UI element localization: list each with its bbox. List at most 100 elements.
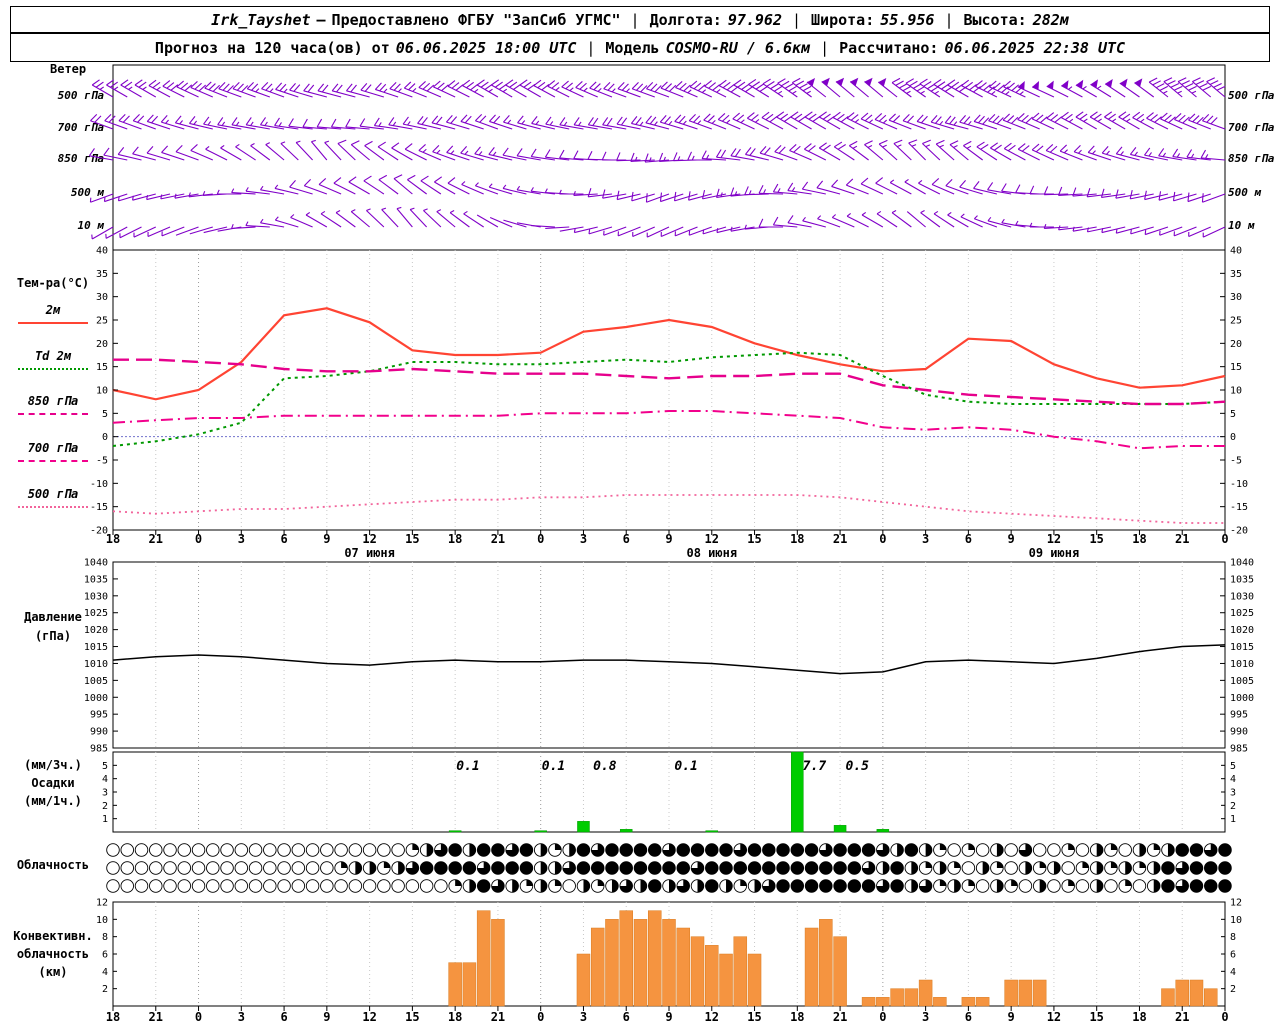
svg-text:6: 6 bbox=[280, 532, 287, 546]
longitude-value: 97.962 bbox=[727, 10, 782, 29]
cloud-cover-symbol bbox=[1075, 843, 1090, 857]
svg-text:6: 6 bbox=[965, 532, 972, 546]
cloud-cover-symbol bbox=[975, 879, 990, 893]
precip-value-label: 0.1 bbox=[542, 759, 565, 774]
svg-text:995: 995 bbox=[90, 710, 108, 721]
svg-text:0: 0 bbox=[537, 1010, 544, 1024]
svg-text:25: 25 bbox=[96, 316, 108, 327]
cloud-cover-symbol bbox=[191, 861, 206, 875]
svg-text:4: 4 bbox=[102, 967, 108, 978]
precip-bar bbox=[833, 825, 847, 833]
precip-units-3h: (мм/3ч.) bbox=[24, 758, 82, 772]
svg-text:5: 5 bbox=[102, 761, 108, 772]
svg-text:4: 4 bbox=[1230, 967, 1236, 978]
cloud-cover-symbol bbox=[163, 879, 177, 893]
svg-text:985: 985 bbox=[90, 744, 108, 755]
cloud-cover-symbol bbox=[163, 861, 177, 875]
cloud-cover-symbol bbox=[291, 879, 306, 893]
cloud-cover-symbol bbox=[419, 879, 434, 893]
svg-text:1020: 1020 bbox=[1230, 625, 1254, 636]
cloud-cover-symbol bbox=[134, 861, 149, 875]
convective-bar bbox=[733, 936, 748, 1007]
cloud-cover-symbol bbox=[263, 843, 277, 857]
svg-text:6: 6 bbox=[1230, 950, 1236, 961]
svg-text:1035: 1035 bbox=[84, 574, 108, 585]
convective-bar bbox=[1018, 979, 1033, 1007]
svg-text:1005: 1005 bbox=[84, 676, 108, 687]
svg-text:18: 18 bbox=[790, 532, 804, 546]
cloud-cover-symbol bbox=[177, 861, 192, 875]
convective-bar bbox=[833, 936, 847, 1007]
cloud-cover-symbol bbox=[177, 843, 192, 857]
wind-level-500hpa-right: 500 гПа bbox=[1228, 89, 1275, 102]
cloud-cover-symbol bbox=[1004, 861, 1018, 875]
svg-text:-10: -10 bbox=[1230, 479, 1248, 490]
svg-text:5: 5 bbox=[1230, 409, 1236, 420]
svg-text:995: 995 bbox=[1230, 710, 1248, 721]
svg-text:12: 12 bbox=[96, 898, 108, 909]
svg-text:0: 0 bbox=[879, 1010, 886, 1024]
convective-bar bbox=[619, 910, 633, 1007]
svg-text:30: 30 bbox=[1230, 292, 1242, 303]
date-label: 09 июня bbox=[1029, 546, 1080, 560]
convective-bar bbox=[633, 919, 648, 1007]
cloud-cover-symbol bbox=[291, 861, 306, 875]
legend-label-t500: 500 гПа bbox=[27, 487, 79, 501]
svg-text:20: 20 bbox=[96, 339, 108, 350]
svg-text:21: 21 bbox=[149, 532, 163, 546]
temp-series-700 гПа bbox=[112, 410, 1225, 450]
cloud-panel-title: Облачность bbox=[16, 858, 90, 872]
svg-text:4: 4 bbox=[1230, 774, 1236, 785]
convective-bar bbox=[491, 919, 505, 1007]
convective-bar bbox=[662, 919, 676, 1007]
cloud-cover-symbol bbox=[961, 861, 976, 875]
svg-text:35: 35 bbox=[1230, 269, 1242, 280]
convective-bar bbox=[448, 962, 462, 1007]
cloud-cover-symbol bbox=[1104, 879, 1118, 893]
cloud-cover-symbol bbox=[149, 843, 163, 857]
svg-text:18: 18 bbox=[790, 1010, 804, 1024]
forecast-label: Прогноз на 120 часа(ов) от bbox=[154, 38, 390, 57]
cloud-cover-symbol bbox=[234, 879, 249, 893]
svg-text:1015: 1015 bbox=[1230, 642, 1254, 653]
cloud-cover-symbol bbox=[1032, 843, 1047, 857]
cloud-cover-symbol bbox=[434, 879, 448, 893]
precip-bar bbox=[876, 829, 890, 833]
convective-bar bbox=[918, 979, 933, 1007]
svg-text:1010: 1010 bbox=[1230, 659, 1254, 670]
svg-text:3: 3 bbox=[238, 532, 245, 546]
svg-text:15: 15 bbox=[405, 532, 419, 546]
cloud-cover-symbol bbox=[334, 879, 348, 893]
precip-bar bbox=[577, 821, 590, 833]
cloud-cover-symbol bbox=[277, 879, 291, 893]
calculated-label: Рассчитано: bbox=[839, 38, 939, 57]
wind-level-850hpa-right: 850 гПа bbox=[1228, 152, 1275, 165]
svg-text:21: 21 bbox=[491, 1010, 505, 1024]
cloud-cover-symbol bbox=[106, 861, 120, 875]
cloud-cover-symbol bbox=[391, 879, 405, 893]
cloud-cover-symbol bbox=[263, 861, 277, 875]
svg-text:15: 15 bbox=[1089, 1010, 1103, 1024]
svg-text:1000: 1000 bbox=[1230, 693, 1254, 704]
convective-bar bbox=[1032, 979, 1047, 1007]
cloud-cover-symbol bbox=[106, 879, 120, 893]
svg-text:5: 5 bbox=[102, 409, 108, 420]
wind-level-500m-right: 500 м bbox=[1228, 186, 1262, 199]
legend-line-t700 bbox=[18, 460, 88, 462]
svg-text:30: 30 bbox=[96, 292, 108, 303]
svg-text:9: 9 bbox=[1008, 1010, 1015, 1024]
temp-series-2м bbox=[112, 307, 1226, 401]
svg-text:4: 4 bbox=[102, 774, 108, 785]
cloud-cover-symbol bbox=[1132, 879, 1147, 893]
svg-text:20: 20 bbox=[1230, 339, 1242, 350]
svg-text:18: 18 bbox=[448, 1010, 462, 1024]
svg-text:6: 6 bbox=[102, 950, 108, 961]
svg-text:21: 21 bbox=[833, 532, 847, 546]
cloud-cover-symbol bbox=[377, 879, 391, 893]
svg-text:1025: 1025 bbox=[1230, 608, 1254, 619]
svg-text:3: 3 bbox=[580, 1010, 587, 1024]
cloud-cover-symbol bbox=[277, 843, 291, 857]
date-label: 08 июня bbox=[686, 546, 737, 560]
header-dash: — bbox=[316, 10, 326, 29]
